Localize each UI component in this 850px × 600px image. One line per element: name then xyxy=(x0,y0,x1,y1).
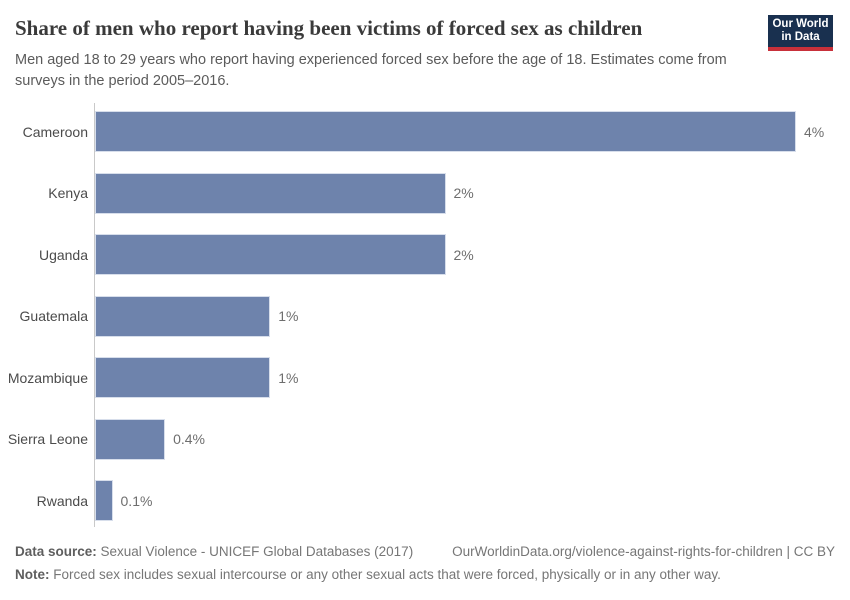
category-label: Mozambique xyxy=(7,369,88,386)
category-label: Sierra Leone xyxy=(7,431,88,448)
chart-row: Cameroon 4% xyxy=(0,101,850,163)
category-label: Uganda xyxy=(38,246,88,263)
owid-logo[interactable]: Our World in Data xyxy=(768,15,833,51)
bar-cameroon[interactable] xyxy=(95,111,796,153)
chart-row: Mozambique 1% xyxy=(0,347,850,409)
value-label: 2% xyxy=(453,246,474,263)
value-label: 1% xyxy=(278,369,299,386)
chart-title: Share of men who report having been vict… xyxy=(15,16,643,40)
note-label: Note: xyxy=(15,567,50,582)
chart-subtitle: Men aged 18 to 29 years who report havin… xyxy=(15,50,775,92)
value-label: 0.4% xyxy=(173,431,206,448)
chart-footer: Data source: Sexual Violence - UNICEF Gl… xyxy=(15,543,835,584)
owid-logo-line1: Our World xyxy=(772,18,829,30)
value-label: 2% xyxy=(453,185,474,202)
bar-guatemala[interactable] xyxy=(95,295,271,337)
license-link[interactable]: OurWorldinData.org/violence-against-righ… xyxy=(452,544,835,559)
bar-rows: Cameroon 4% Kenya 2% Uganda 2% Guatemala 1% Moza… xyxy=(0,101,850,532)
chart-row: Sierra Leone 0.4% xyxy=(0,409,850,471)
chart-row: Uganda 2% xyxy=(0,224,850,286)
value-label: 1% xyxy=(278,308,299,325)
bar-kenya[interactable] xyxy=(95,172,446,214)
chart-row: Rwanda 0.1% xyxy=(0,470,850,532)
bar-mozambique[interactable] xyxy=(95,357,271,399)
chart-subtitle-line1: Men aged 18 to 29 years who report havin… xyxy=(15,52,727,68)
value-label: 4% xyxy=(804,123,825,140)
category-label: Kenya xyxy=(48,185,88,202)
note-text: Note: Forced sex includes sexual interco… xyxy=(15,566,835,584)
y-axis-line xyxy=(94,103,95,527)
data-source-value: Sexual Violence - UNICEF Global Database… xyxy=(96,544,414,559)
category-label: Rwanda xyxy=(36,492,88,509)
category-label: Cameroon xyxy=(22,123,88,140)
category-label: Guatemala xyxy=(19,308,88,325)
value-label: 0.1% xyxy=(120,492,153,509)
owid-logo-line2: in Data xyxy=(781,31,820,43)
bar-sierra-leone[interactable] xyxy=(95,418,166,460)
chart-subtitle-line2: surveys in the period 2005–2016. xyxy=(15,73,230,89)
bar-rwanda[interactable] xyxy=(95,480,113,522)
chart-row: Guatemala 1% xyxy=(0,286,850,348)
bar-uganda[interactable] xyxy=(95,234,446,276)
chart-row: Kenya 2% xyxy=(0,163,850,225)
data-source-text: Data source: Sexual Violence - UNICEF Gl… xyxy=(15,543,413,561)
bar-chart: Cameroon 4% Kenya 2% Uganda 2% Guatemala 1% Moza… xyxy=(0,101,850,529)
note-value: Forced sex includes sexual intercourse o… xyxy=(49,567,721,582)
data-source-label: Data source: xyxy=(15,544,97,559)
